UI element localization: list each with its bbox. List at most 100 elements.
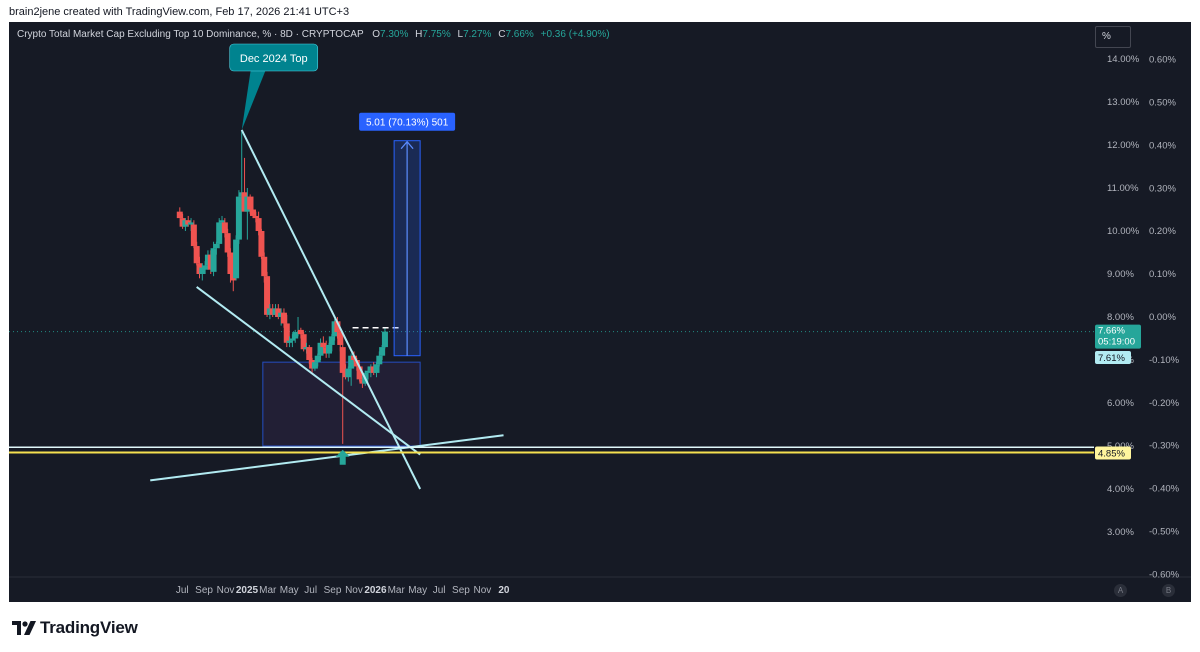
candle-body [202, 265, 209, 270]
measure-label: 5.01 (70.13%) 501 [366, 118, 449, 129]
candle-body [216, 222, 223, 244]
x-tick-label: May [408, 585, 427, 596]
candle-body [247, 196, 254, 210]
scale-percent-button[interactable]: % [1095, 26, 1131, 48]
auto-scale-button[interactable]: A [1114, 584, 1127, 597]
attribution-text: brain2jene created with TradingView.com,… [9, 6, 350, 18]
candle-body [264, 276, 271, 315]
close-label: C [498, 29, 506, 40]
tradingview-brand-text: TradingView [40, 618, 138, 637]
symbol-legend: Crypto Total Market Cap Excluding Top 10… [17, 29, 610, 40]
candle-body [297, 329, 304, 335]
y-tick-label: 12.00% [1107, 140, 1140, 151]
y-tick-label: 8.00% [1107, 312, 1134, 323]
price-label-badge [1095, 446, 1131, 460]
candle-body [356, 366, 363, 380]
high-label: H [415, 29, 423, 40]
measure-layer: 5.01 (70.13%) 501 [359, 112, 456, 357]
candle-body [376, 355, 383, 365]
candle-body [221, 222, 228, 234]
price-label-badge [1095, 351, 1131, 364]
y-tick-label: 10.00% [1107, 226, 1140, 237]
candle-body [339, 347, 346, 373]
log-scale-button[interactable]: B [1162, 584, 1175, 597]
y-tick-label: 9.00% [1107, 269, 1134, 280]
y-change-tick-label: 0.10% [1149, 269, 1176, 280]
x-tick-label: Sep [324, 585, 342, 596]
candle-body [317, 342, 324, 356]
candle-body [289, 338, 296, 341]
candle-body [219, 220, 226, 223]
candle-body [261, 256, 268, 277]
tradingview-logo[interactable]: TradingView [12, 618, 138, 638]
change-value: +0.36 (+4.90%) [540, 29, 610, 40]
y-change-tick-label: 0.00% [1149, 312, 1176, 323]
candle-body [292, 332, 299, 339]
x-tick-label: 20 [498, 585, 510, 596]
x-tick-label: Jul [433, 585, 446, 596]
price-label-text: 4.85% [1098, 448, 1125, 459]
signal-up-arrow [335, 449, 350, 465]
chart-panel[interactable]: 5.01 (70.13%) 501 Dec 2024 Top 3.00% 4.00… [9, 22, 1191, 602]
y-change-tick-label: -0.50% [1149, 527, 1180, 538]
y-tick-label: 13.00% [1107, 97, 1140, 108]
candle-body [233, 239, 240, 279]
candle-body [210, 248, 217, 272]
trend-line-3 [150, 434, 504, 482]
tradingview-logo-icon [12, 621, 36, 635]
candle-body [255, 218, 262, 231]
candle-body [283, 323, 290, 343]
x-tick-label: 2025 [236, 585, 259, 596]
candle-body [314, 355, 321, 363]
price-label-text: 7.61% [1098, 353, 1125, 364]
candle-body [199, 267, 206, 274]
symbol-title: Crypto Total Market Cap Excluding Top 10… [17, 29, 364, 40]
y-change-tick-label: -0.20% [1149, 398, 1180, 409]
x-tick-label: Mar [388, 585, 406, 596]
x-tick-label: May [280, 585, 299, 596]
candle-body [337, 332, 344, 345]
candle-body [381, 331, 388, 348]
zone-layer [9, 331, 1094, 447]
candle-body [235, 196, 242, 240]
grid-layer [9, 22, 1191, 602]
y-tick-label: 3.00% [1107, 527, 1134, 538]
candle-body [249, 209, 256, 216]
candle-body [224, 233, 231, 253]
x-tick-label: Nov [217, 585, 235, 596]
y-change-tick-label: -0.30% [1149, 441, 1180, 452]
y-tick-label: 11.00% [1107, 183, 1139, 194]
annotation-callout [229, 43, 319, 72]
candle-body [280, 312, 287, 324]
y-change-tick-label: -0.40% [1149, 484, 1180, 495]
candle-body [320, 342, 327, 348]
trend-line-2 [196, 286, 421, 456]
x-tick-label: Sep [452, 585, 470, 596]
open-value: 7.30% [380, 29, 409, 40]
candle-body [325, 344, 332, 354]
x-tick-label: Sep [195, 585, 213, 596]
candles-layer [176, 129, 388, 444]
last-price-text: 7.66% [1098, 326, 1125, 337]
x-tick-label: 2026 [364, 585, 387, 596]
candle-body [328, 336, 335, 345]
open-label: O [372, 29, 381, 40]
candle-body [227, 252, 234, 274]
demand-zone-rect [262, 361, 421, 447]
y-change-tick-label: -0.60% [1149, 569, 1180, 580]
last-price-badge [1095, 324, 1141, 349]
candle-body [252, 215, 259, 219]
candle-body [373, 364, 380, 373]
y-change-tick-label: 0.40% [1149, 140, 1176, 151]
price-chart[interactable]: 5.01 (70.13%) 501 Dec 2024 Top 3.00% 4.00… [9, 22, 1191, 602]
measure-arrow-head [400, 140, 414, 150]
low-label: L [457, 29, 464, 40]
y-change-tick-label: -0.10% [1149, 355, 1180, 366]
countdown-text: 05:19:00 [1098, 337, 1135, 348]
x-tick-label: Jul [176, 585, 189, 596]
candle-body [193, 246, 200, 264]
y-change-tick-label: 0.30% [1149, 183, 1176, 194]
candle-body [190, 224, 197, 247]
candle-body [365, 370, 372, 373]
candle-body [306, 347, 313, 360]
